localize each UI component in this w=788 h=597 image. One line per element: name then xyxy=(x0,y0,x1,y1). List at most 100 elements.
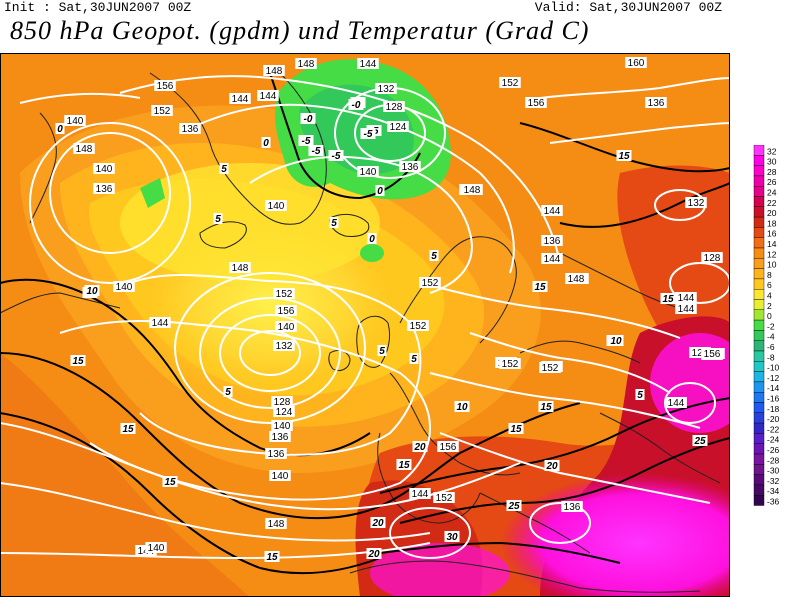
geopotential-label: 160 xyxy=(628,58,645,69)
legend-swatch xyxy=(753,247,765,259)
legend-label: -24 xyxy=(767,435,780,445)
geopotential-label: 128 xyxy=(274,397,291,408)
legend-swatch xyxy=(753,350,765,362)
legend-swatch xyxy=(753,299,765,311)
temperature-label-bg xyxy=(55,123,65,134)
geopotential-label: 128 xyxy=(386,102,403,113)
temperature-label: 5 xyxy=(331,218,337,229)
geopotential-label-bg xyxy=(271,420,293,431)
geopotential-label: 148 xyxy=(266,66,283,77)
legend-swatch xyxy=(753,391,765,403)
temperature-label-bg xyxy=(329,217,339,228)
temperature-label-bg xyxy=(375,185,385,196)
temperature-label-bg xyxy=(692,435,708,446)
geopotential-label-bg xyxy=(675,292,697,303)
temperature-label: 10 xyxy=(86,286,98,297)
geopotential-label-bg xyxy=(541,253,563,264)
temperature-label: 5 xyxy=(379,346,385,357)
legend-swatch xyxy=(753,278,765,290)
legend-swatch xyxy=(753,268,765,280)
geopotential-label-bg xyxy=(419,277,441,288)
temperature-label: 20 xyxy=(413,442,426,453)
geopotential-label: 152 xyxy=(502,359,519,370)
geopotential-label-bg xyxy=(499,77,521,88)
temperature-label: 15 xyxy=(398,460,410,471)
temperature-label-bg xyxy=(348,99,364,110)
temperature-label-bg xyxy=(162,476,178,487)
temperature-label-bg xyxy=(377,345,387,356)
legend-label: 24 xyxy=(767,187,777,197)
temperature-label: 15 xyxy=(164,477,176,488)
legend-swatch xyxy=(753,381,765,393)
geopotential-label-bg xyxy=(625,57,647,68)
geopotential-label-group: 1561481521441401361481441401361321281241… xyxy=(64,57,725,557)
temperature-label: -5 xyxy=(302,136,311,147)
temperature-label: 15 xyxy=(122,424,134,435)
geopotential-label-bg xyxy=(269,470,291,481)
legend-swatch xyxy=(753,145,765,156)
temperature-label: -5 xyxy=(364,129,373,140)
legend-swatch xyxy=(753,258,765,269)
temperature-label-group: 0-5-0-5-5-5-0-50555051015151515550510101… xyxy=(55,97,708,563)
geopotential-label: 144 xyxy=(260,91,277,102)
geopotential-label: 136 xyxy=(648,98,665,109)
geopotential-label-bg xyxy=(275,321,297,332)
geopotential-label: 140 xyxy=(268,201,285,212)
geopotential-label-bg xyxy=(675,303,697,314)
temperature-label-bg xyxy=(120,423,136,434)
geopotential-label-bg xyxy=(154,80,176,91)
temperature-label-bg xyxy=(544,460,560,471)
temperature-label-bg xyxy=(635,389,645,400)
geopotential-label: 132 xyxy=(688,198,705,209)
geopotential-label-bg xyxy=(179,123,201,134)
geopotential-label-bg xyxy=(437,441,459,452)
legend-label: 26 xyxy=(767,177,777,187)
temperature-label-bg xyxy=(70,355,86,366)
temperature-label-bg xyxy=(300,113,316,124)
geopotential-label-bg xyxy=(645,97,667,108)
temperature-label: 0 xyxy=(377,186,383,197)
geopotential-label: 140 xyxy=(272,471,289,482)
geopotential-label-bg xyxy=(407,320,429,331)
temperature-label-bg xyxy=(444,531,460,542)
geopotential-label: 144 xyxy=(412,489,429,500)
legend-swatch xyxy=(753,186,765,197)
legend-swatch xyxy=(753,422,765,434)
legend-label: 18 xyxy=(767,218,777,228)
geopotential-label: 140 xyxy=(148,543,165,554)
heat-core-africa xyxy=(370,543,510,597)
legend-label: -12 xyxy=(767,373,780,383)
temperature-label-bg xyxy=(616,150,632,161)
legend-label: 22 xyxy=(767,198,777,208)
temperature-label-bg xyxy=(608,335,624,346)
temperature-label-bg xyxy=(370,517,386,528)
geopotential-label: 148 xyxy=(268,519,285,530)
temperature-label-bg xyxy=(308,145,324,156)
temperature-label-bg xyxy=(298,135,314,146)
temperature-label-bg xyxy=(396,459,412,470)
legend-swatch xyxy=(753,371,765,383)
temperature-label-bg xyxy=(213,213,223,224)
geopotential-label: 152 xyxy=(436,493,453,504)
legend-label: 28 xyxy=(767,167,777,177)
legend-label: -10 xyxy=(767,363,780,373)
legend-swatch xyxy=(753,175,765,187)
geopotential-label-bg xyxy=(399,161,421,172)
temperature-label: 0 xyxy=(57,124,63,135)
geopotential-label: 144 xyxy=(678,293,695,304)
legend-swatch xyxy=(753,340,765,352)
temperature-label: 10 xyxy=(610,336,622,347)
temperature-label-bg xyxy=(508,423,524,434)
legend-swatch xyxy=(753,443,765,455)
legend-swatch xyxy=(753,309,765,321)
temperature-label: 20 xyxy=(371,518,384,529)
geopotential-label: 124 xyxy=(276,407,293,418)
legend-swatch xyxy=(753,495,765,506)
geopotential-label-bg xyxy=(295,58,317,69)
geopotential-label-bg xyxy=(64,115,86,126)
geopotential-label: 148 xyxy=(464,185,481,196)
temperature-label: 20 xyxy=(367,549,380,560)
geopotential-label: 140 xyxy=(67,116,84,127)
geopotential-label-bg xyxy=(541,205,563,216)
temperature-label: -5 xyxy=(332,151,341,162)
